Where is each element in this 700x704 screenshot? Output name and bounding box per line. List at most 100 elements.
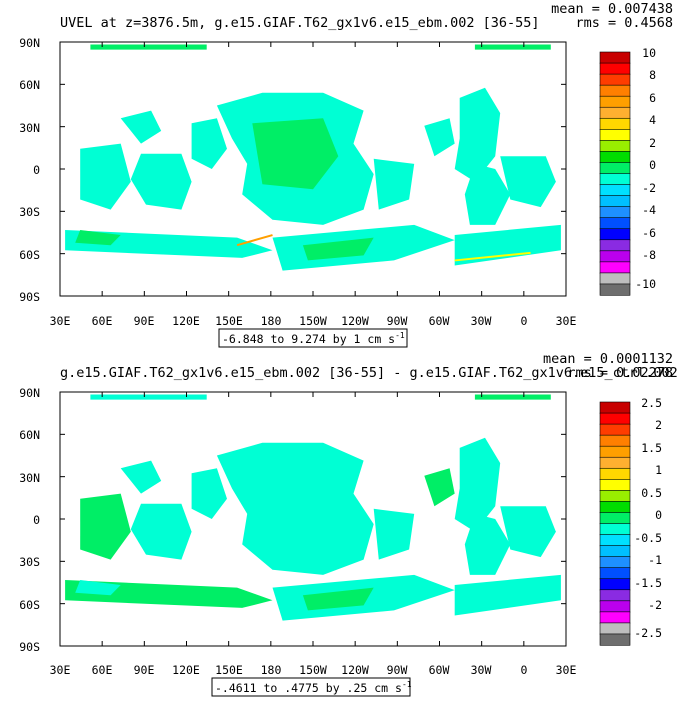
lat-label: 60N: [19, 78, 40, 92]
ocean-field-region: [120, 460, 162, 494]
lon-label: 150E: [215, 663, 243, 677]
ocean-field-region: [252, 118, 339, 190]
colorbar-label: -1: [648, 553, 662, 567]
lat-tick-labels: 90N 60N 30N 0 30S 60S 90S: [19, 36, 40, 304]
colorbar-label: -2: [642, 181, 656, 195]
colorbar-swatch: [599, 534, 631, 547]
range-unit-exponent: -1: [395, 331, 405, 340]
lat-label: 90S: [19, 640, 40, 654]
lat-label: 90N: [19, 386, 40, 400]
lon-label: 30W: [471, 663, 492, 677]
lon-label: 60W: [429, 314, 450, 328]
lon-label: 180: [261, 663, 282, 677]
lat-label: 0: [33, 163, 40, 177]
colorbar-swatch: [599, 401, 631, 414]
colorbar-swatch: [599, 95, 631, 108]
panel-top: UVEL at z=3876.5m, g.e15.GIAF.T62_gx1v6.…: [19, 1, 673, 348]
colorbar-swatch: [599, 84, 631, 97]
panel-title: g.e15.GIAF.T62_gx1v6.e15_ebm.002 [36-55]…: [60, 365, 678, 381]
lon-label: 60E: [92, 314, 113, 328]
colorbar-label: -4: [642, 203, 656, 217]
colorbar-swatch: [599, 512, 631, 525]
colorbar-swatch: [599, 523, 631, 536]
colorbar-label: 0.5: [641, 486, 662, 500]
colorbar-swatch: [599, 556, 631, 569]
axis-ticks: [59, 41, 567, 297]
lat-label: 30N: [19, 471, 40, 485]
colorbar-swatch: [599, 283, 631, 296]
extreme-streak: [454, 251, 531, 262]
colorbar-label: 8: [649, 68, 656, 82]
colorbar-label: -0.5: [634, 531, 662, 545]
range-text: -6.848 to 9.274 by 1 cm s: [222, 332, 395, 346]
panel-bottom: g.e15.GIAF.T62_gx1v6.e15_ebm.002 [36-55]…: [19, 351, 678, 697]
lat-label: 0: [33, 513, 40, 527]
lon-label: 0: [521, 314, 528, 328]
range-label: -.4611 to .4775 by .25 cm s-1: [215, 680, 412, 695]
lon-label: 30E: [50, 314, 71, 328]
colorbar-label: -10: [635, 277, 656, 291]
rms-label: rms = 0.02278: [567, 365, 673, 381]
colorbar-swatch: [599, 545, 631, 558]
ocean-field-region: [80, 143, 131, 210]
colorbar-swatch: [599, 412, 631, 425]
colorbar-label: 1.5: [641, 441, 662, 455]
ocean-field-region: [80, 493, 131, 560]
colorbar-swatch: [599, 456, 631, 469]
lon-tick-labels: 30E 60E 90E 120E 150E 180 150W 120W 90W …: [50, 663, 577, 677]
colorbar-swatch: [599, 567, 631, 580]
colorbar-swatch: [599, 490, 631, 503]
ocean-field-region: [424, 468, 455, 507]
ocean-field-region: [474, 44, 551, 50]
colorbar-swatch: [599, 479, 631, 491]
mean-label: mean = 0.0001132: [543, 351, 673, 367]
ocean-field-region: [500, 506, 556, 558]
colorbar-swatch: [599, 129, 631, 141]
colorbar-swatch: [599, 206, 631, 219]
colorbar-swatch: [599, 578, 631, 591]
ocean-field-region: [302, 237, 374, 261]
colorbar-label: -8: [642, 248, 656, 262]
lon-label: 90W: [387, 663, 408, 677]
colorbar-swatch: [599, 140, 631, 153]
ocean-field-region: [120, 110, 162, 144]
colorbar-swatch: [599, 501, 631, 514]
panel-title: UVEL at z=3876.5m, g.e15.GIAF.T62_gx1v6.…: [60, 15, 540, 31]
ocean-field-region: [130, 503, 192, 560]
colorbar-label: -1.5: [634, 576, 662, 590]
colorbar-label: 1: [655, 463, 662, 477]
colorbar-label: 0: [649, 158, 656, 172]
colorbar-label: 2: [655, 418, 662, 432]
ocean-field-region: [302, 587, 374, 611]
range-box: -.4611 to .4775 by .25 cm s-1: [211, 677, 412, 697]
colorbar-swatch: [599, 633, 631, 646]
ocean-field-region: [373, 158, 415, 210]
ocean-field-region: [90, 394, 207, 400]
colorbar-label: 6: [649, 91, 656, 105]
rms-label: rms = 0.4568: [575, 15, 673, 31]
colorbar-swatch: [599, 51, 631, 64]
axis-ticks: [59, 391, 567, 647]
ocean-field-region: [454, 574, 561, 616]
colorbar-swatch: [599, 162, 631, 175]
lon-label: 120W: [341, 663, 369, 677]
lat-label: 30S: [19, 205, 40, 219]
lon-label: 60W: [429, 663, 450, 677]
lat-tick-labels: 90N 60N 30N 0 30S 60S 90S: [19, 386, 40, 654]
ocean-field-region: [130, 153, 192, 210]
colorbar-swatch: [599, 423, 631, 436]
colorbar-label: -2: [648, 598, 662, 612]
lat-label: 60S: [19, 598, 40, 612]
colorbar-swatch: [599, 445, 631, 458]
colorbar-swatch: [599, 272, 631, 285]
ocean-field-region: [75, 580, 121, 596]
ocean-field: [65, 44, 561, 271]
colorbar-swatch: [599, 467, 631, 480]
colorbar-swatch: [599, 62, 631, 75]
lon-label: 30W: [471, 314, 492, 328]
ocean-field-region: [90, 44, 207, 50]
colorbar: [599, 401, 631, 646]
ocean-field-region: [464, 163, 511, 225]
colorbar-swatch: [599, 434, 631, 447]
lon-label: 90W: [387, 314, 408, 328]
